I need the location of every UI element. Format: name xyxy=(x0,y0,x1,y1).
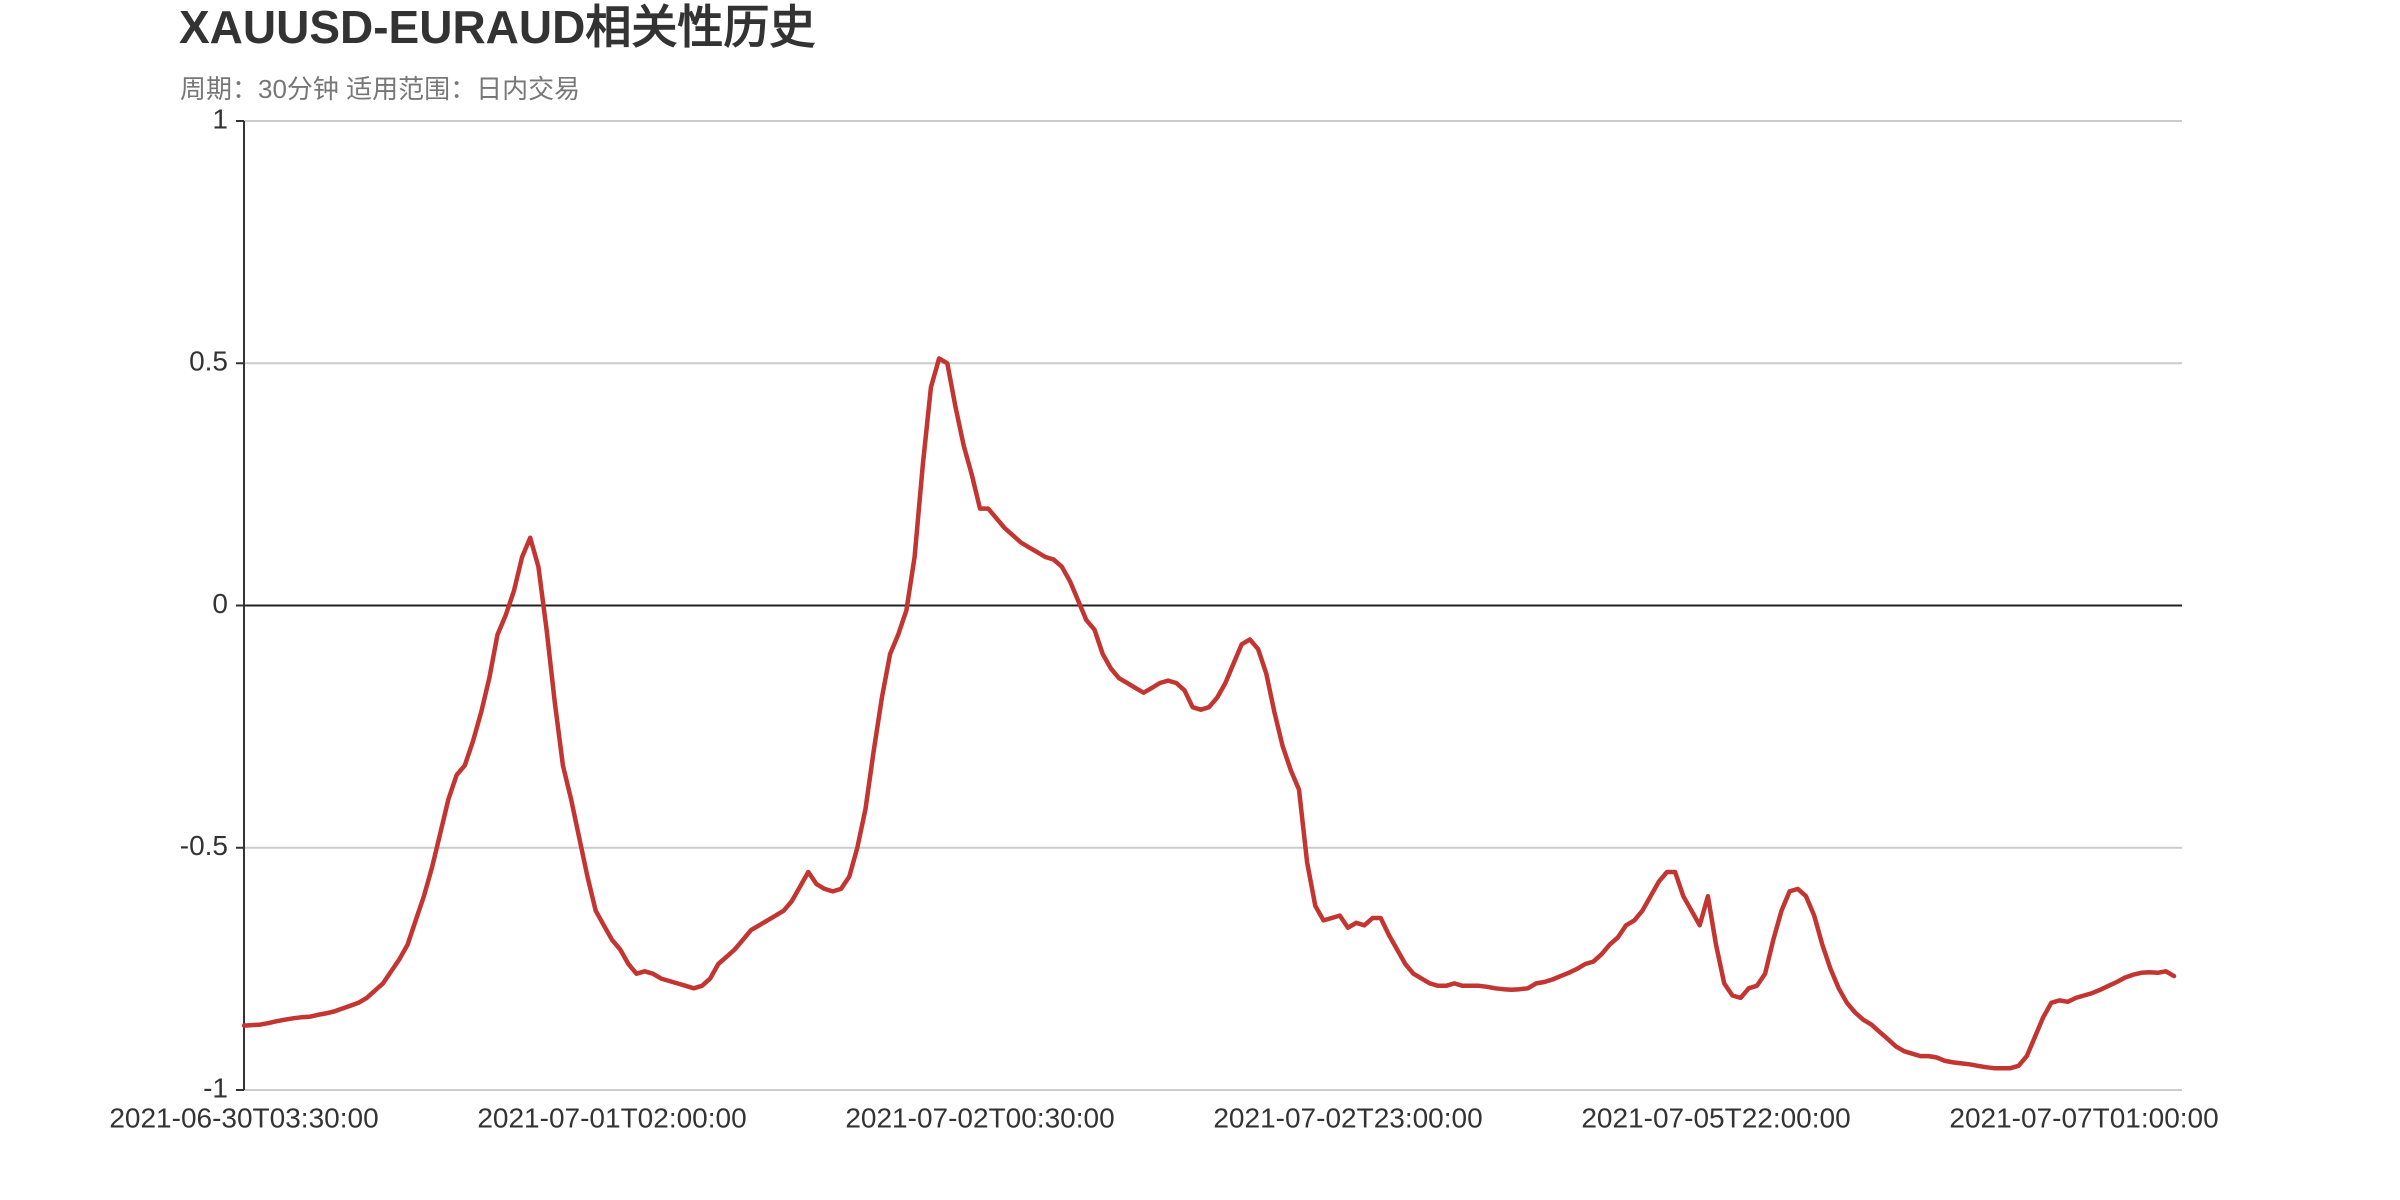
y-tick-label: 1 xyxy=(212,103,228,134)
y-tick-label: 0 xyxy=(212,588,228,619)
x-tick-label: 2021-07-01T02:00:00 xyxy=(477,1102,746,1133)
y-tick-label: -0.5 xyxy=(180,830,228,861)
data-line xyxy=(241,356,2177,1071)
x-tick-label: 2021-06-30T03:30:00 xyxy=(109,1102,378,1133)
chart-title: XAUUSD-EURAUD相关性历史 xyxy=(179,1,815,53)
y-tick-label: 0.5 xyxy=(189,346,228,377)
x-tick-label: 2021-07-05T22:00:00 xyxy=(1581,1102,1850,1133)
x-tick-label: 2021-07-02T00:30:00 xyxy=(845,1102,1114,1133)
y-tick-label: -1 xyxy=(203,1072,228,1103)
x-tick-label: 2021-07-07T01:00:00 xyxy=(1949,1102,2218,1133)
chart-subtitle: 周期：30分钟 适用范围：日内交易 xyxy=(180,74,580,104)
x-tick-label: 2021-07-02T23:00:00 xyxy=(1213,1102,1482,1133)
